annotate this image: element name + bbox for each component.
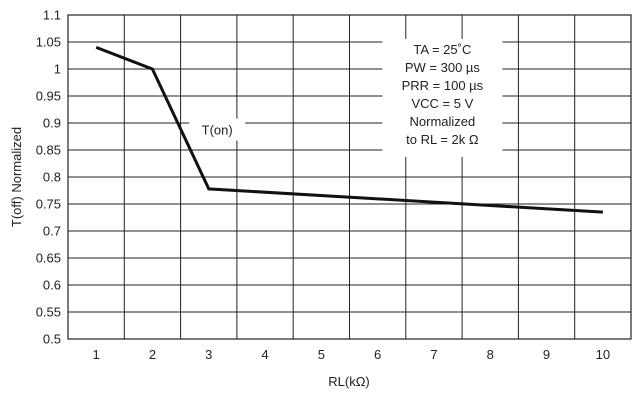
condition-line: TA = 25˚C [413,42,471,57]
x-tick-label: 6 [374,347,381,362]
x-tick-label: 8 [487,347,494,362]
x-tick-label: 10 [596,347,610,362]
conditions-bg [382,38,503,157]
plot-frame [67,14,632,340]
curve-label: T(on) [202,123,233,138]
x-tick-label: 3 [205,347,212,362]
x-tick-label: 9 [543,347,550,362]
x-tick-label: 4 [261,347,268,362]
annotations: T(on) TA = 25˚C PW = 300 µs PRR = 100 µs VCC… [189,38,503,157]
y-tick-label: 0.8 [43,170,61,185]
y-tick-label: 1 [54,62,61,77]
condition-line: to RL = 2k Ω [406,132,479,147]
condition-line: PRR = 100 µs [402,78,484,93]
y-tick-label: 0.85 [36,143,61,158]
x-tick-label: 5 [318,347,325,362]
x-axis-title: RL(kΩ) [328,374,370,389]
x-tick-label: 1 [93,347,100,362]
y-tick-label: 0.65 [36,251,61,266]
grid-lines [68,14,631,340]
y-axis-title: T(off) Normalized [9,127,24,227]
series-line-0 [95,45,603,214]
series-layer [95,45,603,214]
y-tick-label: 1.1 [43,8,61,23]
y-axis-ticks: 0.5 0.55 0.6 0.65 0.7 0.75 0.8 0.85 0.9 0.95 1 1.05… [36,8,61,347]
y-tick-label: 1.05 [36,35,61,50]
x-axis-ticks: 1 2 3 4 5 6 7 8 9 10 [93,347,611,362]
y-tick-label: 0.6 [43,278,61,293]
y-tick-label: 0.9 [43,116,61,131]
condition-line: PW = 300 µs [405,60,481,75]
condition-line: Normalized [410,114,476,129]
curve-label-bg [189,118,246,141]
condition-line: VCC = 5 V [412,96,474,111]
y-tick-label: 0.55 [36,305,61,320]
y-tick-label: 0.75 [36,197,61,212]
y-tick-label: 0.5 [43,332,61,347]
y-tick-label: 0.7 [43,224,61,239]
y-tick-label: 0.95 [36,89,61,104]
x-tick-label: 7 [430,347,437,362]
x-tick-label: 2 [149,347,156,362]
